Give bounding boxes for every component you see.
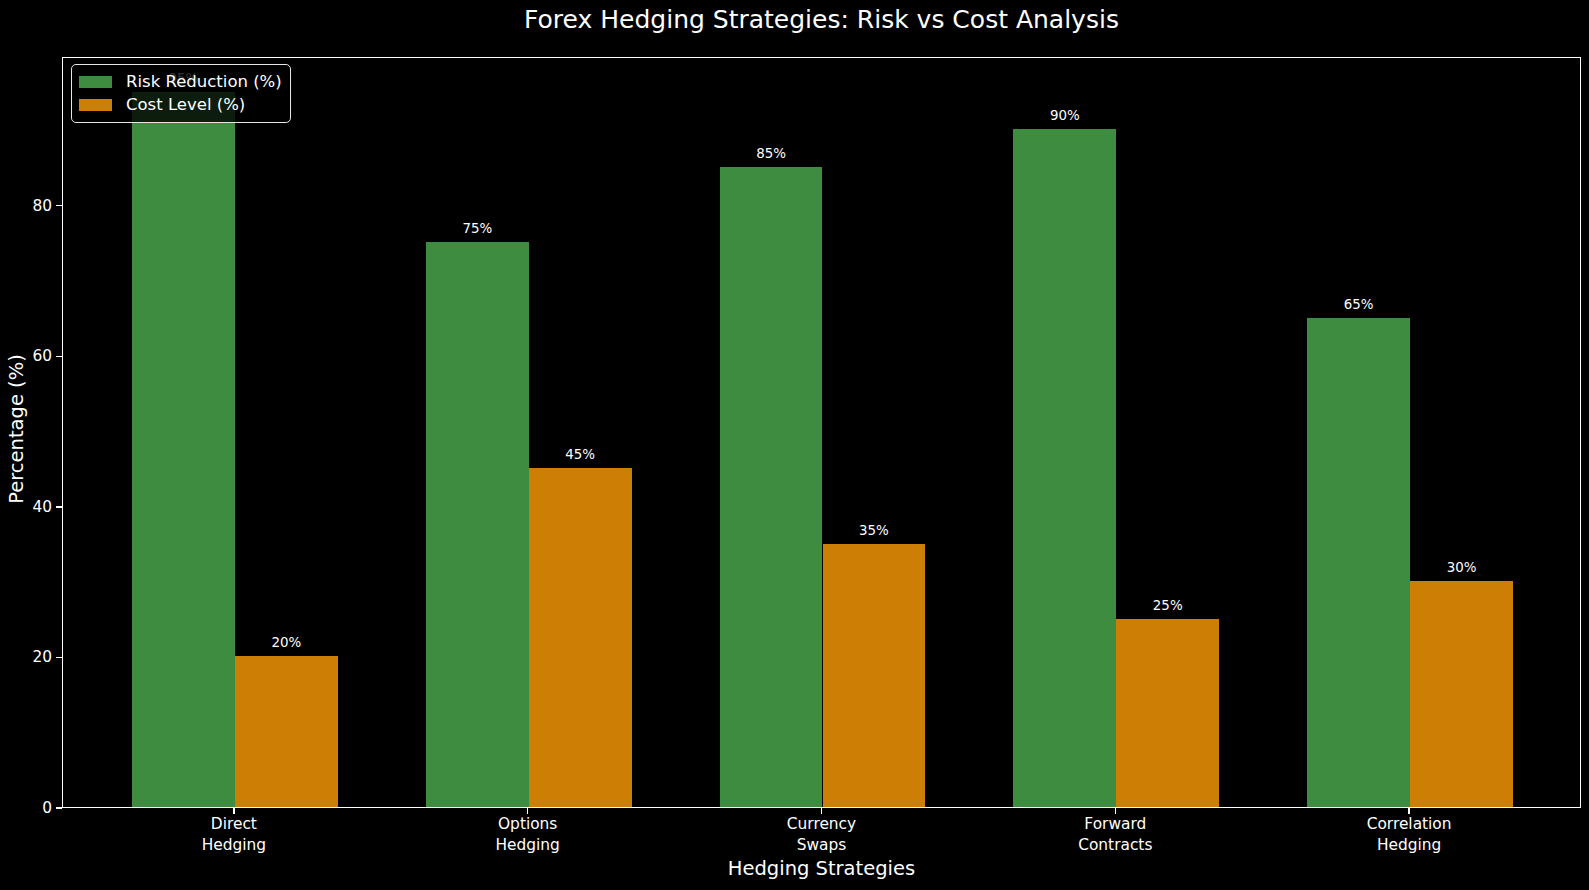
x-category-label-line: Direct (202, 814, 266, 835)
bar-value-label: 30% (1447, 560, 1477, 575)
bar-value-label: 35% (859, 523, 889, 538)
x-category-label-line: Options (495, 814, 559, 835)
bar-cost-level (1410, 581, 1513, 807)
bar-risk-reduction (132, 92, 235, 807)
y-axis-label: Percentage (%) (5, 354, 28, 504)
bar-value-label: 20% (271, 635, 301, 650)
y-tick-mark (56, 205, 62, 206)
x-category-label-line: Correlation (1367, 814, 1452, 835)
legend-row: Risk Reduction (%) (79, 70, 282, 93)
x-category-label-line: Swaps (787, 835, 856, 856)
bar-risk-reduction (1013, 129, 1116, 807)
y-tick-label: 20 (12, 648, 52, 666)
x-category-label: CorrelationHedging (1367, 814, 1452, 855)
y-tick-mark (56, 657, 62, 658)
x-category-label-line: Currency (787, 814, 856, 835)
x-category-label-line: Hedging (202, 835, 266, 856)
legend-label-cost-level: Cost Level (%) (126, 95, 245, 114)
x-category-label: OptionsHedging (495, 814, 559, 855)
bar-cost-level (529, 468, 632, 807)
bar-risk-reduction (1307, 318, 1410, 807)
bar-cost-level (823, 544, 926, 808)
x-category-label-line: Contracts (1078, 835, 1152, 856)
plot-area: 95%20%75%45%85%35%90%25%65%30% (62, 57, 1581, 808)
y-tick-mark (56, 807, 62, 808)
y-tick-mark (56, 506, 62, 507)
x-category-label-line: Hedging (495, 835, 559, 856)
chart-title: Forex Hedging Strategies: Risk vs Cost A… (62, 5, 1581, 34)
legend-row: Cost Level (%) (79, 93, 282, 116)
legend: Risk Reduction (%) Cost Level (%) (71, 64, 291, 123)
x-category-label: CurrencySwaps (787, 814, 856, 855)
legend-swatch-cost-level (79, 99, 112, 111)
bar-value-label: 75% (462, 221, 492, 236)
x-axis-label: Hedging Strategies (62, 857, 1581, 880)
bar-cost-level (1116, 619, 1219, 807)
bar-value-label: 90% (1050, 108, 1080, 123)
y-tick-mark (56, 356, 62, 357)
x-category-label: DirectHedging (202, 814, 266, 855)
x-category-label-line: Forward (1078, 814, 1152, 835)
legend-swatch-risk-reduction (79, 76, 112, 88)
bar-risk-reduction (720, 167, 823, 807)
y-tick-label: 0 (12, 799, 52, 817)
bar-value-label: 85% (756, 146, 786, 161)
bar-value-label: 45% (565, 447, 595, 462)
x-category-label: ForwardContracts (1078, 814, 1152, 855)
figure: Forex Hedging Strategies: Risk vs Cost A… (0, 0, 1589, 890)
bar-value-label: 65% (1344, 297, 1374, 312)
bar-cost-level (235, 656, 338, 807)
bar-risk-reduction (426, 242, 529, 807)
legend-label-risk-reduction: Risk Reduction (%) (126, 72, 282, 91)
x-category-label-line: Hedging (1367, 835, 1452, 856)
y-tick-label: 80 (12, 197, 52, 215)
bar-value-label: 25% (1153, 598, 1183, 613)
